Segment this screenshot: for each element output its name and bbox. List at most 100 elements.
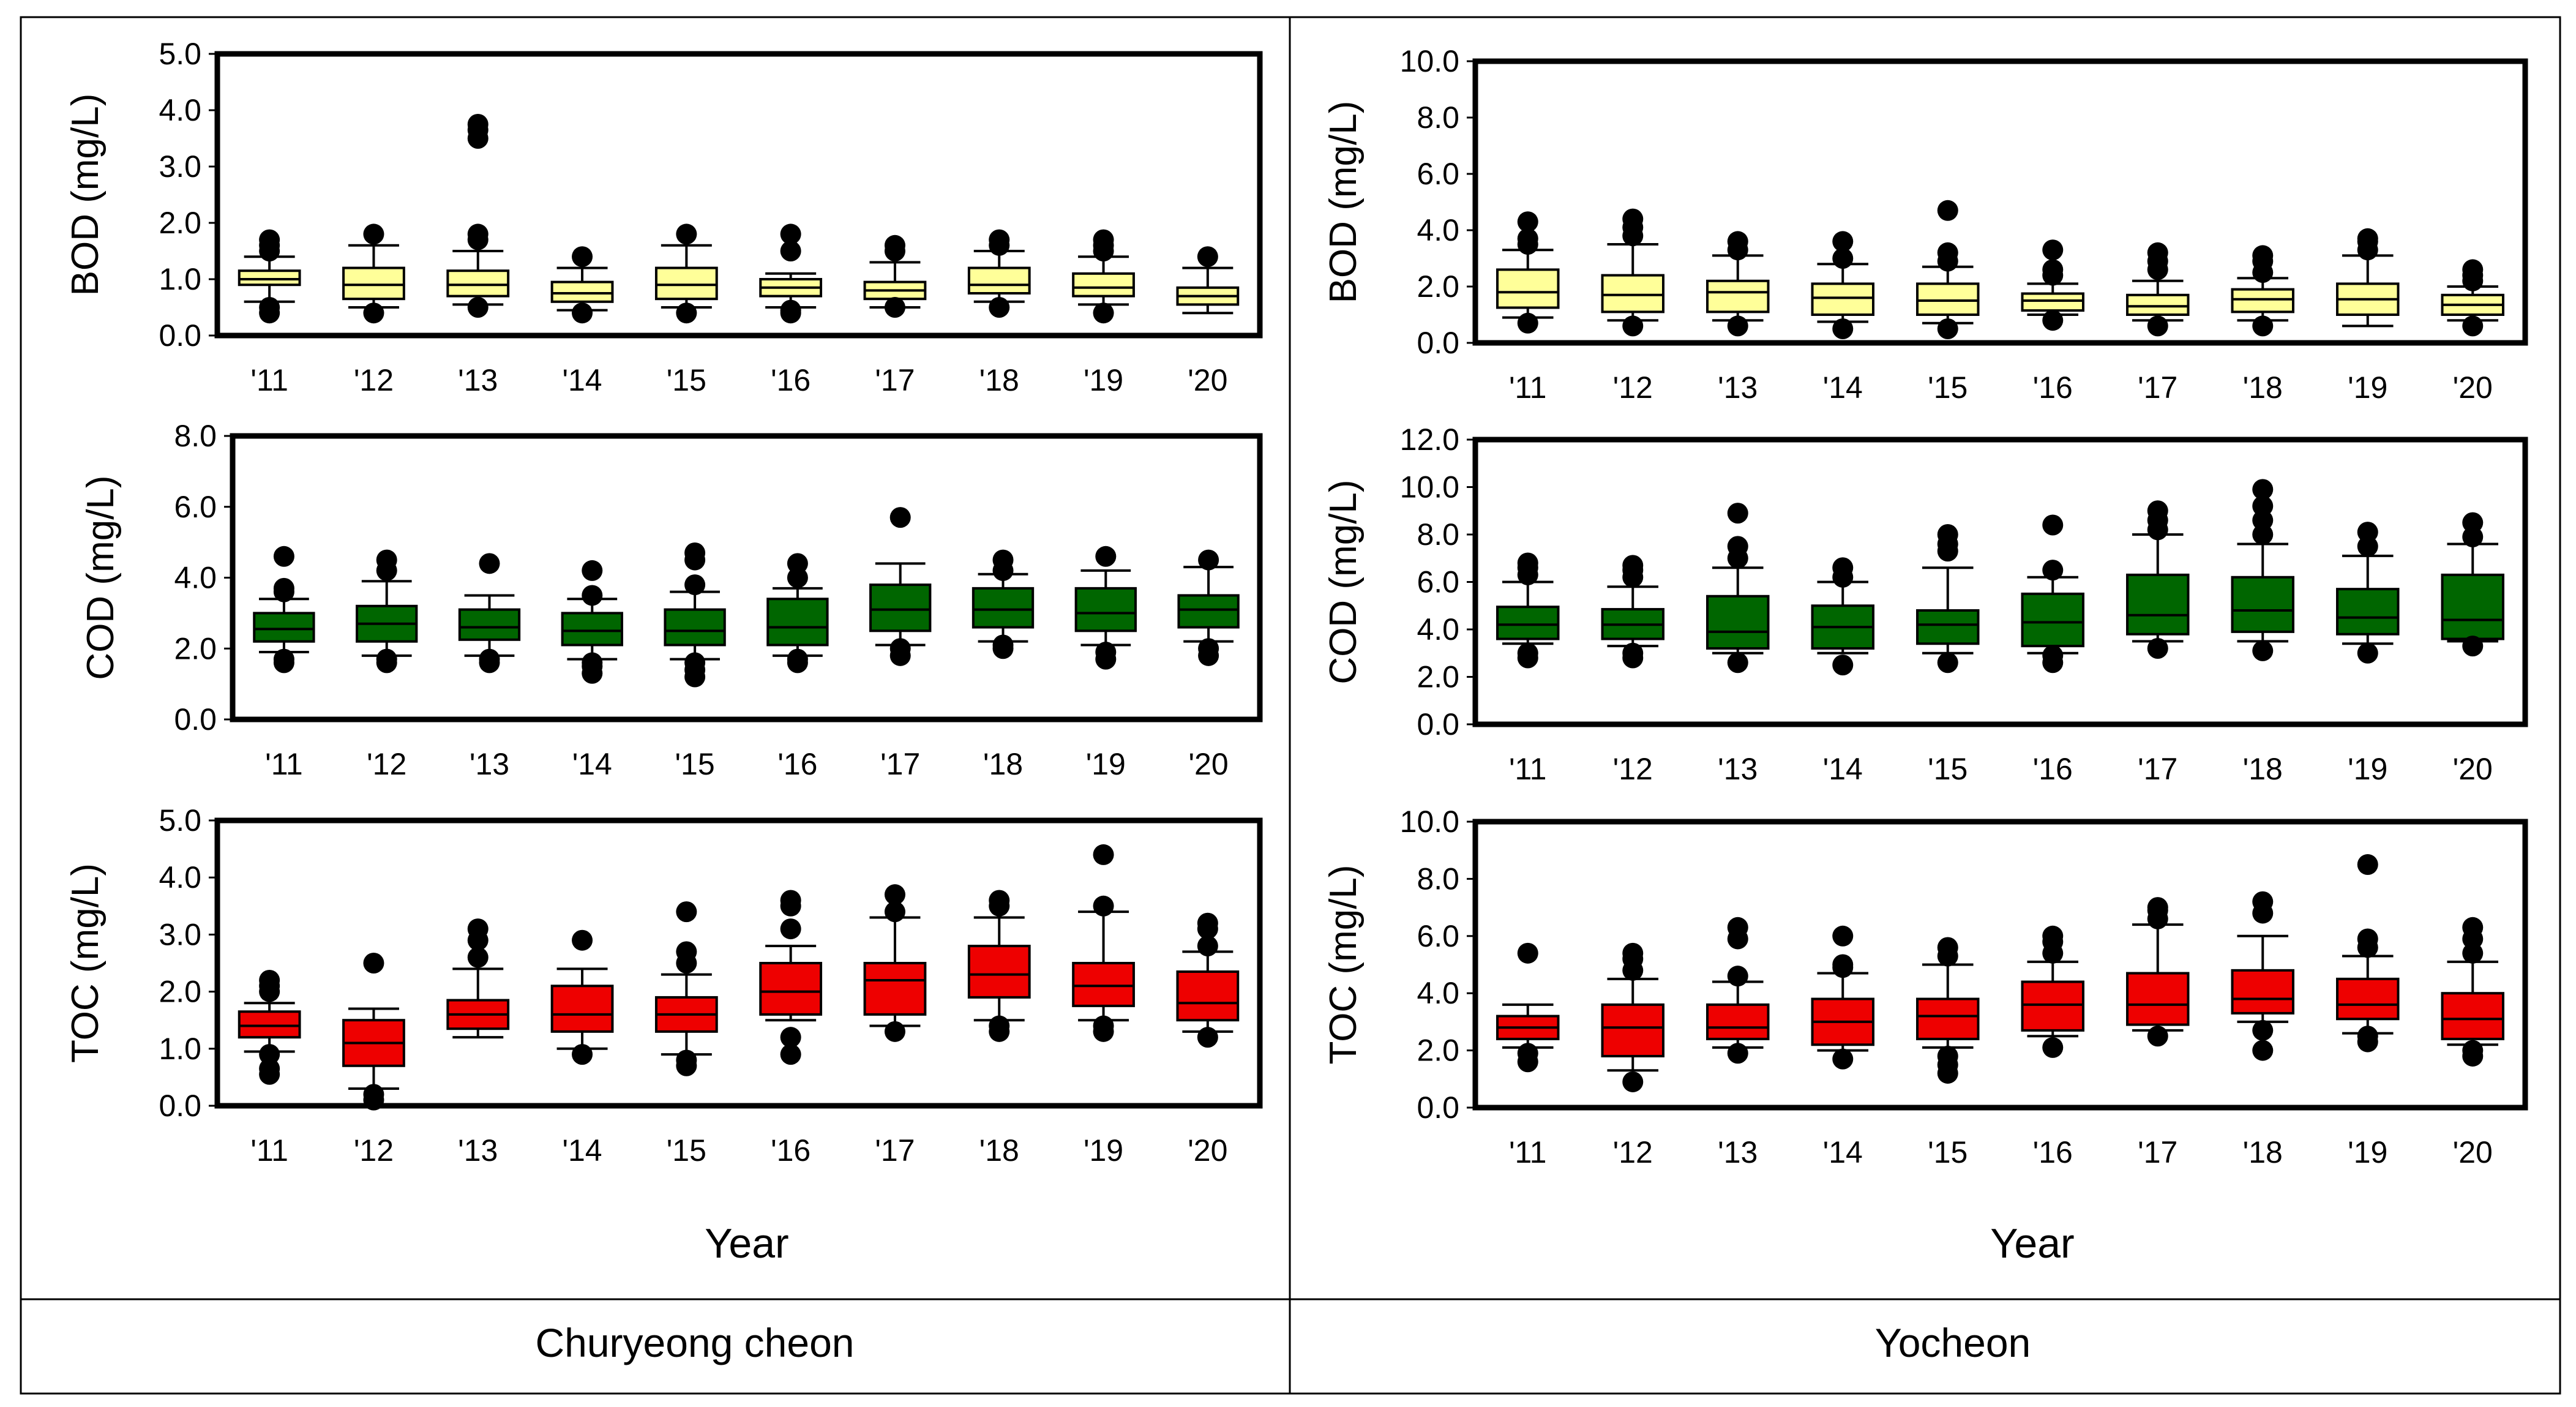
outlier-point bbox=[1197, 1027, 1218, 1048]
outlier-point bbox=[1727, 1043, 1748, 1064]
box-13 bbox=[458, 553, 521, 673]
x-tick-label: '18 bbox=[2243, 370, 2283, 405]
outlier-point bbox=[376, 549, 397, 571]
outlier-point bbox=[676, 223, 697, 245]
iqr-box bbox=[458, 608, 521, 641]
outlier-point bbox=[787, 553, 808, 574]
box-15 bbox=[654, 223, 718, 324]
x-tick-label: '13 bbox=[1718, 370, 1758, 405]
outlier-point bbox=[2462, 259, 2484, 280]
outlier-point bbox=[1093, 895, 1114, 917]
box-12 bbox=[342, 953, 405, 1111]
x-tick-label: '20 bbox=[1188, 363, 1227, 397]
y-axis-title: COD (mg/L) bbox=[1322, 479, 1365, 684]
chart-yocheon-toc: 0.0 2.0 4.0 6.0 8.0 10.0 TOC (mg/L) '11 '12 '13 '1… bbox=[1322, 805, 2528, 1169]
outlier-point bbox=[1093, 844, 1114, 865]
outlier-point bbox=[684, 574, 706, 596]
iqr-box bbox=[446, 269, 510, 298]
y-tick-label: 4.0 bbox=[1417, 213, 1459, 247]
outlier-point bbox=[1093, 229, 1114, 250]
box-17 bbox=[2126, 500, 2190, 659]
outlier-point bbox=[572, 929, 593, 951]
outlier-point bbox=[2147, 638, 2168, 659]
box-13 bbox=[1706, 917, 1770, 1064]
iqr-box bbox=[972, 587, 1035, 629]
outlier-point bbox=[1622, 942, 1644, 964]
outlier-point bbox=[572, 246, 593, 268]
x-tick-label: '18 bbox=[979, 363, 1019, 397]
outlier-point bbox=[1517, 642, 1538, 664]
x-tick-label: '16 bbox=[777, 747, 817, 781]
outlier-point bbox=[1832, 248, 1854, 269]
x-tick-label: '12 bbox=[1613, 370, 1653, 405]
iqr-box bbox=[238, 1010, 301, 1039]
plot-frame bbox=[1472, 58, 2528, 346]
x-tick-label: '18 bbox=[2243, 1135, 2283, 1169]
outlier-point bbox=[479, 648, 500, 670]
outlier-point bbox=[2357, 854, 2378, 876]
x-tick-label: '20 bbox=[2453, 752, 2493, 786]
outlier-point bbox=[2042, 514, 2064, 536]
box-16 bbox=[759, 223, 823, 324]
y-tick-label: 3.0 bbox=[159, 149, 201, 184]
x-tick-label: '13 bbox=[1718, 1135, 1758, 1169]
iqr-box bbox=[1706, 279, 1770, 313]
y-axis-title: BOD (mg/L) bbox=[64, 94, 107, 296]
outlier-point bbox=[1517, 942, 1538, 964]
outlier-point bbox=[467, 297, 489, 318]
outlier-point bbox=[572, 302, 593, 324]
box-11 bbox=[1496, 942, 1560, 1073]
box-17 bbox=[2126, 242, 2190, 337]
iqr-box bbox=[1176, 970, 1240, 1022]
chart-yocheon-bod: 0.0 2.0 4.0 6.0 8.0 10.0 BOD (mg/L) '11 '12 '13 '1… bbox=[1322, 44, 2528, 405]
outlier-point bbox=[2462, 315, 2484, 337]
iqr-box bbox=[1601, 274, 1664, 313]
outlier-point bbox=[467, 947, 489, 968]
box-14 bbox=[1811, 925, 1874, 1070]
panel-label-yocheon: Yocheon bbox=[1875, 1320, 2031, 1365]
outlier-point bbox=[780, 1027, 801, 1048]
y-tick-label: 0.0 bbox=[159, 1089, 201, 1123]
outlier-point bbox=[780, 299, 801, 321]
box-18 bbox=[967, 890, 1031, 1042]
outlier-point bbox=[989, 297, 1010, 318]
iqr-box bbox=[2231, 576, 2294, 633]
iqr-box bbox=[1072, 962, 1135, 1007]
outlier-point bbox=[2252, 1040, 2274, 1061]
x-tick-label: '13 bbox=[1718, 752, 1758, 786]
y-tick-label: 0.0 bbox=[1417, 326, 1459, 360]
y-tick-label: 8.0 bbox=[174, 419, 217, 453]
iqr-box bbox=[863, 962, 927, 1016]
outlier-point bbox=[780, 1044, 801, 1065]
x-tick-label: '20 bbox=[2453, 370, 2493, 405]
chart-churyeong-cheon-bod: 0.0 1.0 2.0 3.0 4.0 5.0 BOD (mg/L) '11 '12 '13 '14… bbox=[64, 37, 1263, 397]
outlier-point bbox=[1197, 936, 1218, 957]
y-tick-label: 4.0 bbox=[159, 860, 201, 895]
box-20 bbox=[2441, 259, 2504, 337]
iqr-box bbox=[869, 583, 932, 632]
outlier-point bbox=[1622, 1071, 1644, 1092]
outlier-point bbox=[1517, 228, 1538, 249]
iqr-box bbox=[550, 985, 614, 1033]
y-tick-label: 4.0 bbox=[174, 561, 217, 595]
outlier-point bbox=[1937, 937, 1958, 958]
outlier-point bbox=[2042, 239, 2064, 261]
box-18 bbox=[2231, 245, 2294, 337]
iqr-box bbox=[967, 945, 1031, 999]
iqr-box bbox=[2126, 972, 2190, 1026]
iqr-box bbox=[2021, 592, 2084, 648]
x-tick-label: '20 bbox=[2453, 1135, 2493, 1169]
box-12 bbox=[1601, 942, 1664, 1092]
x-tick-label: '17 bbox=[2138, 370, 2177, 405]
outlier-point bbox=[2042, 925, 2064, 947]
outlier-point bbox=[1517, 211, 1538, 233]
x-tick-label: '15 bbox=[667, 1133, 706, 1168]
plot-frame bbox=[214, 51, 1263, 339]
box-16 bbox=[2021, 239, 2084, 331]
box-17 bbox=[2126, 897, 2190, 1047]
x-tick-label: '13 bbox=[470, 747, 509, 781]
outlier-point bbox=[2357, 928, 2378, 950]
outlier-point bbox=[2462, 942, 2484, 964]
box-11 bbox=[238, 229, 301, 324]
